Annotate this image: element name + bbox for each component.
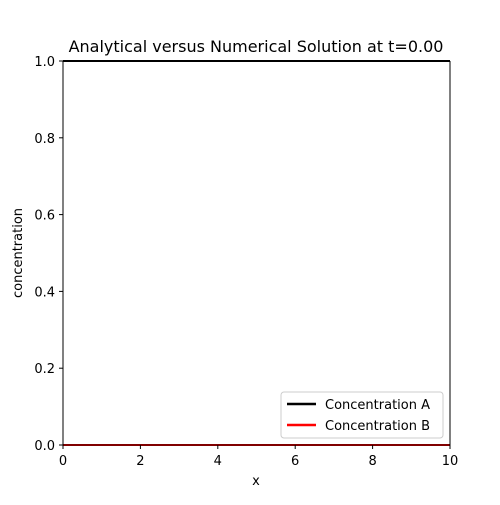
- x-tick-label: 8: [368, 454, 376, 469]
- legend-label-concentration-b: Concentration B: [325, 419, 430, 434]
- axes-frame: [62, 60, 451, 446]
- legend-box: [280, 391, 444, 439]
- x-tick-label: 10: [442, 454, 459, 469]
- legend-label-concentration-a: Concentration A: [325, 398, 430, 413]
- y-tick-label: 0.8: [34, 132, 55, 147]
- x-tick-label: 4: [214, 454, 222, 469]
- legend: Concentration A Concentration B: [280, 391, 444, 439]
- y-axis-ticks: 0.0 0.2 0.4 0.6 0.8 1.0: [34, 55, 63, 454]
- y-tick-label: 0.2: [34, 362, 55, 377]
- x-tick-label: 0: [59, 454, 67, 469]
- y-tick-label: 0.0: [34, 439, 55, 454]
- plot-area: [63, 61, 450, 445]
- x-axis-ticks: 0 2 4 6 8 10: [59, 445, 458, 469]
- y-tick-label: 0.4: [34, 285, 55, 300]
- x-tick-label: 6: [291, 454, 299, 469]
- chart-title: Analytical versus Numerical Solution at …: [69, 37, 444, 56]
- y-tick-label: 0.6: [34, 209, 55, 224]
- y-tick-label: 1.0: [34, 55, 55, 70]
- x-tick-label: 2: [136, 454, 144, 469]
- y-axis-label: concentration: [11, 208, 26, 298]
- x-axis-label: x: [252, 474, 260, 489]
- plot-background: [63, 61, 450, 445]
